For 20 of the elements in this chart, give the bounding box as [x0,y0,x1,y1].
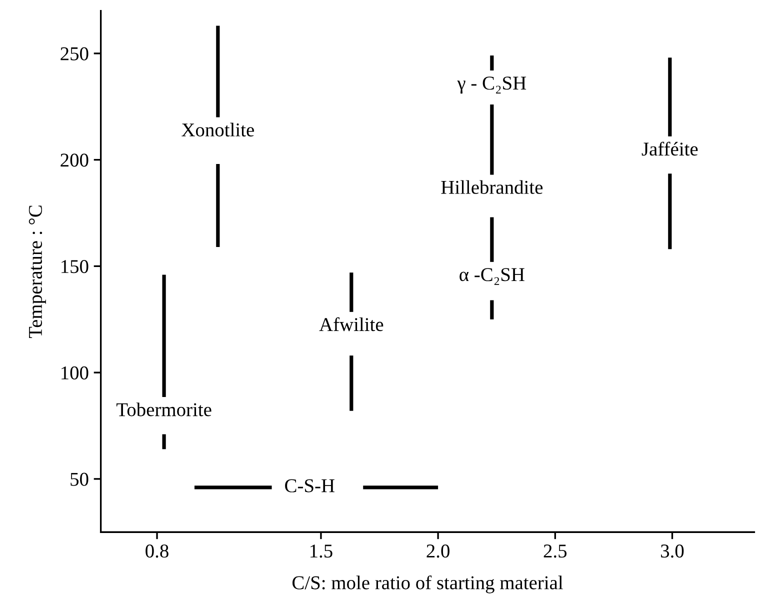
x-tick-label: 3.0 [661,544,684,558]
series-label: Hillebrandite [441,180,543,194]
x-tick-label: 1.5 [310,544,332,558]
y-tick-label: 250 [60,47,88,60]
y-axis-title: Temperature : °C [28,206,46,338]
series-label: Xonotlite [182,122,254,136]
series-label: Tobermorite [116,402,212,416]
x-tick-label: 2.5 [544,544,567,558]
series-label: Jafféite [642,142,698,156]
x-axis-title: C/S: mole ratio of starting material [292,575,563,594]
x-tick-label: 0.8 [146,544,168,558]
x-tick-label: 2.0 [426,544,450,558]
series-label: γ - C₂SH [457,76,526,94]
series-label: α -C₂SH [460,268,524,285]
y-tick-label: 50 [70,472,88,486]
series-label: Afwilite [319,317,384,332]
y-tick-label: 150 [62,260,88,274]
series-label: C-S-H [285,479,334,492]
y-tick-label: 200 [60,154,88,167]
y-tick-label: 100 [62,366,88,380]
